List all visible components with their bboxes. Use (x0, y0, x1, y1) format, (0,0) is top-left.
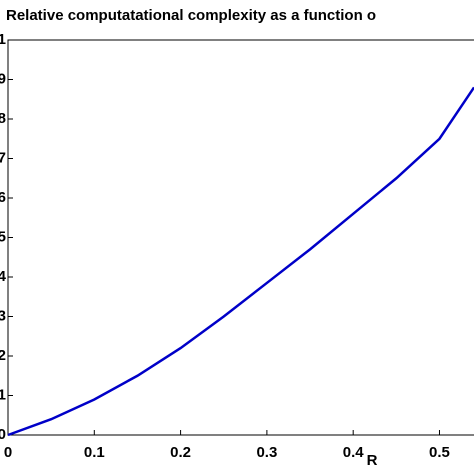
y-tick-label: 7 (0, 149, 6, 166)
x-tick-label: 0.5 (429, 444, 450, 461)
chart-title: Relative computatational complexity as a… (6, 7, 376, 24)
x-tick-label: 0.4 (343, 444, 365, 461)
y-tick-label: 1 (0, 31, 6, 48)
y-tick-label: 2 (0, 347, 6, 364)
y-tick-label: 9 (0, 70, 6, 87)
x-tick-label: 0 (4, 444, 12, 461)
data-line (7, 86, 474, 437)
x-tick-label: 0.3 (256, 444, 277, 461)
x-tick-label: 0.1 (84, 444, 105, 461)
y-tick-label: 8 (0, 110, 6, 127)
y-tick-label: 6 (0, 189, 6, 206)
x-tick-label: 0.2 (170, 444, 191, 461)
y-tick-label: 3 (0, 307, 6, 324)
plot-frame (7, 39, 474, 436)
x-axis-label: R (367, 452, 378, 469)
y-tick-label: 5 (0, 228, 6, 245)
y-tick-label: 0 (0, 426, 6, 443)
y-tick-label: 1 (0, 386, 6, 403)
y-tick-label: 4 (0, 268, 7, 285)
